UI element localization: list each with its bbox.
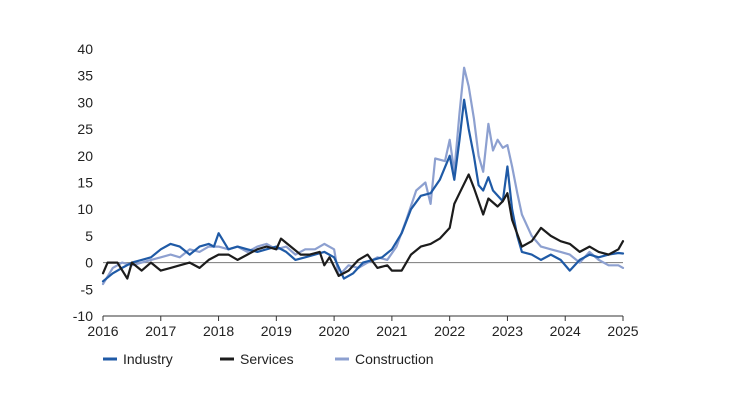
y-tick-label: 10 <box>77 201 93 217</box>
x-tick-label: 2021 <box>376 323 407 339</box>
y-tick-label: 0 <box>85 255 93 271</box>
y-tick-label: 40 <box>77 41 93 57</box>
y-tick-label: 30 <box>77 94 93 110</box>
y-tick-label: -10 <box>73 308 93 324</box>
y-axis-tick-labels: -10 -5 0 5 10 15 20 25 30 35 40 <box>73 41 93 324</box>
legend-item-industry: Industry <box>103 351 173 367</box>
x-tick-label: 2025 <box>607 323 638 339</box>
legend-label: Services <box>240 351 294 367</box>
y-tick-label: 5 <box>85 228 93 244</box>
series-lines <box>101 66 625 286</box>
x-tick-label: 2019 <box>261 323 292 339</box>
y-tick-label: 15 <box>77 175 93 191</box>
x-tick-label: 2024 <box>550 323 581 339</box>
legend: Industry Services Construction <box>103 351 434 367</box>
series-line-construction <box>101 66 625 286</box>
x-tick-label: 2023 <box>492 323 523 339</box>
legend-item-construction: Construction <box>335 351 434 367</box>
x-tick-label: 2020 <box>319 323 350 339</box>
legend-item-services: Services <box>220 351 294 367</box>
legend-label: Industry <box>123 351 173 367</box>
series-line-services <box>101 173 625 280</box>
series-line-industry <box>101 98 625 283</box>
x-tick-label: 2017 <box>145 323 176 339</box>
x-tick-label: 2022 <box>434 323 465 339</box>
y-tick-label: -5 <box>81 281 94 297</box>
y-tick-label: 20 <box>77 148 93 164</box>
y-tick-label: 25 <box>77 121 93 137</box>
legend-label: Construction <box>355 351 434 367</box>
x-tick-label: 2018 <box>203 323 234 339</box>
x-axis: 2016 2017 2018 2019 2020 2021 2022 2023 2024 2025 <box>87 315 639 339</box>
x-tick-label: 2016 <box>87 323 118 339</box>
y-tick-label: 35 <box>77 68 93 84</box>
